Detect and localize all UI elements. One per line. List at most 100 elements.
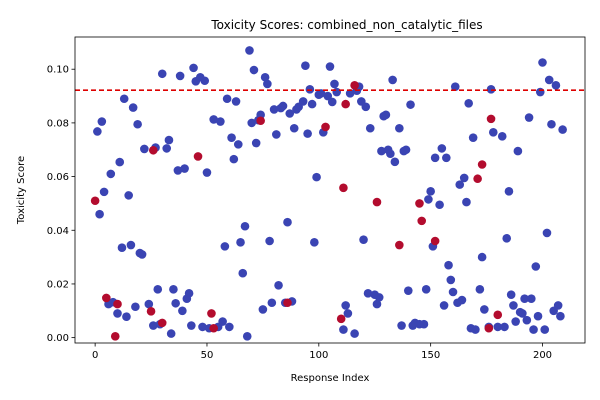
point-below-threshold — [175, 71, 185, 81]
y-tick-label: 0.02 — [47, 279, 69, 290]
point-below-threshold — [361, 102, 371, 112]
point-below-threshold — [140, 144, 149, 154]
point-below-threshold — [316, 89, 326, 98]
point-above-threshold — [486, 114, 496, 124]
point-above-threshold — [477, 160, 487, 169]
point-below-threshold — [332, 87, 342, 97]
point-below-threshold — [419, 319, 429, 329]
point-below-threshold — [242, 331, 252, 341]
point-below-threshold — [513, 146, 523, 156]
point-above-threshold — [473, 174, 482, 184]
point-below-threshold — [462, 197, 471, 207]
point-below-threshold — [421, 285, 431, 294]
point-below-threshold — [272, 130, 281, 139]
point-below-threshold — [424, 195, 433, 204]
point-below-threshold — [444, 260, 453, 270]
point-above-threshold — [157, 318, 167, 328]
point-below-threshold — [124, 191, 133, 200]
point-below-threshold — [305, 85, 315, 94]
x-tick-label: 0 — [92, 350, 98, 361]
axes-border — [74, 36, 586, 344]
point-below-threshold — [274, 280, 283, 290]
point-below-threshold — [439, 301, 449, 310]
point-below-threshold — [511, 317, 520, 326]
point-below-threshold — [119, 94, 129, 104]
point-above-threshold — [415, 199, 424, 208]
point-below-threshold — [269, 105, 279, 114]
point-below-threshold — [502, 234, 512, 243]
point-below-threshold — [171, 298, 180, 308]
axes-frame — [74, 36, 586, 344]
point-below-threshold — [446, 275, 456, 285]
point-above-threshold — [350, 81, 359, 90]
point-below-threshold — [542, 228, 552, 238]
point-below-threshold — [401, 145, 411, 155]
point-below-threshold — [403, 286, 413, 295]
point-below-threshold — [106, 169, 116, 179]
x-axis-ticks: 0 50 100 150 200 — [92, 343, 552, 361]
point-below-threshold — [531, 262, 541, 271]
point-below-threshold — [365, 123, 375, 133]
point-below-threshold — [377, 146, 386, 156]
point-below-threshold — [249, 65, 259, 75]
point-below-threshold — [471, 325, 480, 334]
y-tick-label: 0.10 — [47, 65, 69, 76]
point-below-threshold — [341, 301, 350, 310]
point-below-threshold — [99, 187, 109, 197]
point-below-threshold — [307, 99, 317, 109]
point-below-threshold — [233, 140, 243, 149]
chart-title: Toxicity Scores: combined_non_catalytic_… — [210, 18, 482, 32]
point-above-threshold — [90, 196, 100, 206]
data-points — [90, 46, 567, 341]
point-below-threshold — [310, 238, 319, 247]
point-below-threshold — [247, 118, 257, 128]
point-below-threshold — [504, 187, 514, 196]
point-below-threshold — [178, 306, 187, 316]
point-below-threshold — [390, 157, 400, 167]
point-below-threshold — [540, 325, 550, 334]
point-below-threshold — [148, 321, 158, 330]
point-above-threshold — [110, 331, 120, 341]
point-below-threshold — [468, 133, 478, 142]
point-above-threshold — [283, 298, 292, 308]
point-below-threshold — [137, 250, 147, 259]
point-below-threshold — [551, 81, 561, 90]
point-below-threshold — [285, 109, 295, 118]
point-below-threshold — [553, 301, 563, 310]
point-below-threshold — [260, 72, 270, 82]
y-axis-title: Toxicity Score — [16, 156, 27, 225]
x-tick-label: 100 — [309, 350, 328, 361]
point-above-threshold — [372, 197, 382, 207]
point-below-threshold — [524, 113, 534, 122]
point-below-threshold — [426, 187, 435, 196]
point-below-threshold — [240, 221, 250, 231]
point-below-threshold — [437, 144, 447, 153]
point-below-threshold — [258, 305, 268, 314]
y-tick-label: 0.08 — [47, 118, 69, 129]
point-above-threshold — [484, 323, 494, 333]
point-below-threshold — [457, 295, 467, 305]
point-below-threshold — [173, 166, 183, 175]
point-above-threshold — [321, 122, 330, 132]
y-tick-label: 0.04 — [47, 226, 69, 237]
point-below-threshold — [220, 242, 230, 251]
point-above-threshold — [341, 99, 350, 109]
point-below-threshold — [509, 301, 518, 310]
point-below-threshold — [343, 309, 353, 318]
point-below-threshold — [267, 298, 277, 308]
x-tick-label: 150 — [421, 350, 440, 361]
point-below-threshold — [117, 243, 127, 253]
point-below-threshold — [497, 132, 507, 141]
point-below-threshold — [544, 75, 554, 85]
point-above-threshold — [209, 323, 218, 333]
y-tick-label: 0.00 — [47, 333, 69, 344]
point-below-threshold — [166, 329, 176, 338]
point-below-threshold — [518, 309, 527, 318]
point-below-threshold — [131, 302, 140, 312]
point-below-threshold — [493, 322, 503, 332]
point-below-threshold — [359, 235, 368, 244]
point-below-threshold — [406, 100, 415, 109]
point-below-threshold — [430, 153, 440, 163]
